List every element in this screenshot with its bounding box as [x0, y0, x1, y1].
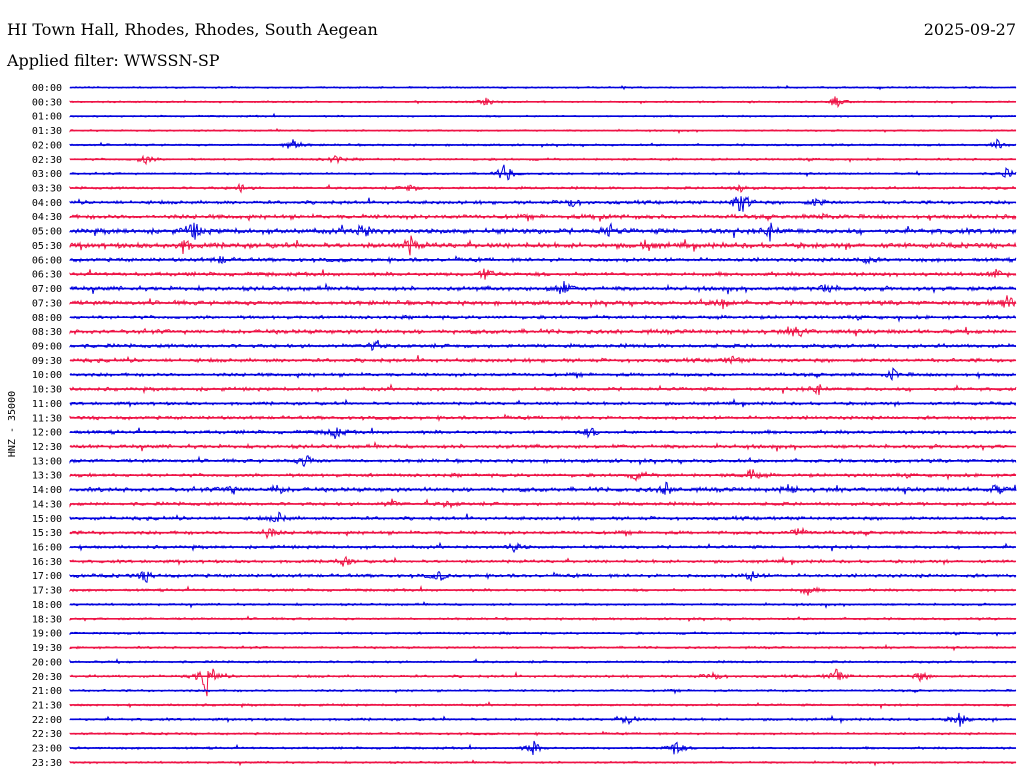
- row-label-1030: 10:30: [32, 385, 62, 396]
- station-title: HI Town Hall, Rhodes, Rhodes, South Aege…: [7, 20, 378, 39]
- row-label-0530: 05:30: [32, 241, 62, 252]
- trace-1500: [69, 511, 1017, 523]
- row-label-0030: 00:30: [32, 97, 62, 108]
- row-label-0400: 04:00: [32, 198, 62, 209]
- row-label-2130: 21:30: [32, 700, 62, 711]
- row-label-1730: 17:30: [32, 586, 62, 597]
- y-axis-label: HNZ - 35000: [7, 391, 18, 457]
- row-label-1900: 19:00: [32, 629, 62, 640]
- row-label-2200: 22:00: [32, 715, 62, 726]
- row-label-2000: 20:00: [32, 657, 62, 668]
- row-label-1500: 15:00: [32, 514, 62, 525]
- trace-0200: [69, 138, 1017, 150]
- trace-0930: [69, 355, 1017, 365]
- row-label-1830: 18:30: [32, 614, 62, 625]
- trace-0400: [69, 196, 1017, 212]
- trace-0900: [69, 339, 1017, 352]
- row-label-1400: 14:00: [32, 485, 62, 496]
- row-label-2330: 23:30: [32, 758, 62, 769]
- trace-0800: [69, 314, 1017, 323]
- row-label-1530: 15:30: [32, 528, 62, 539]
- row-label-0330: 03:30: [32, 184, 62, 195]
- row-label-0730: 07:30: [32, 298, 62, 309]
- row-label-1630: 16:30: [32, 557, 62, 568]
- row-label-0630: 06:30: [32, 270, 62, 281]
- row-label-1130: 11:30: [32, 413, 62, 424]
- row-label-1000: 10:00: [32, 370, 62, 381]
- row-label-2300: 23:00: [32, 744, 62, 755]
- row-label-1930: 19:30: [32, 643, 62, 654]
- row-label-0600: 06:00: [32, 255, 62, 266]
- date-label: 2025-09-27: [923, 20, 1016, 39]
- row-label-0430: 04:30: [32, 212, 62, 223]
- row-label-1330: 13:30: [32, 471, 62, 482]
- row-label-0130: 01:30: [32, 126, 62, 137]
- trace-0300: [69, 164, 1017, 181]
- row-label-1300: 13:00: [32, 456, 62, 467]
- row-label-0230: 02:30: [32, 155, 62, 166]
- trace-1700: [69, 570, 1017, 583]
- row-label-1100: 11:00: [32, 399, 62, 410]
- row-label-1600: 16:00: [32, 543, 62, 554]
- row-label-0300: 03:00: [32, 169, 62, 180]
- trace-rows: 00:00 00:30 01:00 01:30 02:00 02:30 03:00 03:30…: [32, 83, 1017, 769]
- trace-0430: [69, 212, 1017, 222]
- row-label-2230: 22:30: [32, 729, 62, 740]
- trace-2030: [69, 668, 1017, 697]
- row-label-0700: 07:00: [32, 284, 62, 295]
- row-label-0500: 05:00: [32, 227, 62, 238]
- row-label-0830: 08:30: [32, 327, 62, 338]
- trace-0700: [69, 280, 1017, 295]
- trace-1200: [69, 427, 1017, 440]
- trace-1730: [69, 585, 1017, 596]
- row-label-1700: 17:00: [32, 571, 62, 582]
- row-label-0800: 08:00: [32, 313, 62, 324]
- trace-1400: [69, 481, 1017, 495]
- row-label-1200: 12:00: [32, 428, 62, 439]
- trace-1430: [69, 498, 1017, 509]
- row-label-0930: 09:30: [32, 356, 62, 367]
- row-label-2100: 21:00: [32, 686, 62, 697]
- row-label-1430: 14:30: [32, 499, 62, 510]
- row-label-1230: 12:30: [32, 442, 62, 453]
- row-label-0000: 00:00: [32, 83, 62, 94]
- row-label-1800: 18:00: [32, 600, 62, 611]
- filter-label: Applied filter: WWSSN-SP: [7, 51, 220, 70]
- row-label-0200: 02:00: [32, 140, 62, 151]
- row-label-0100: 01:00: [32, 112, 62, 123]
- trace-0500: [69, 222, 1017, 242]
- row-label-0900: 09:00: [32, 341, 62, 352]
- row-label-2030: 20:30: [32, 672, 62, 683]
